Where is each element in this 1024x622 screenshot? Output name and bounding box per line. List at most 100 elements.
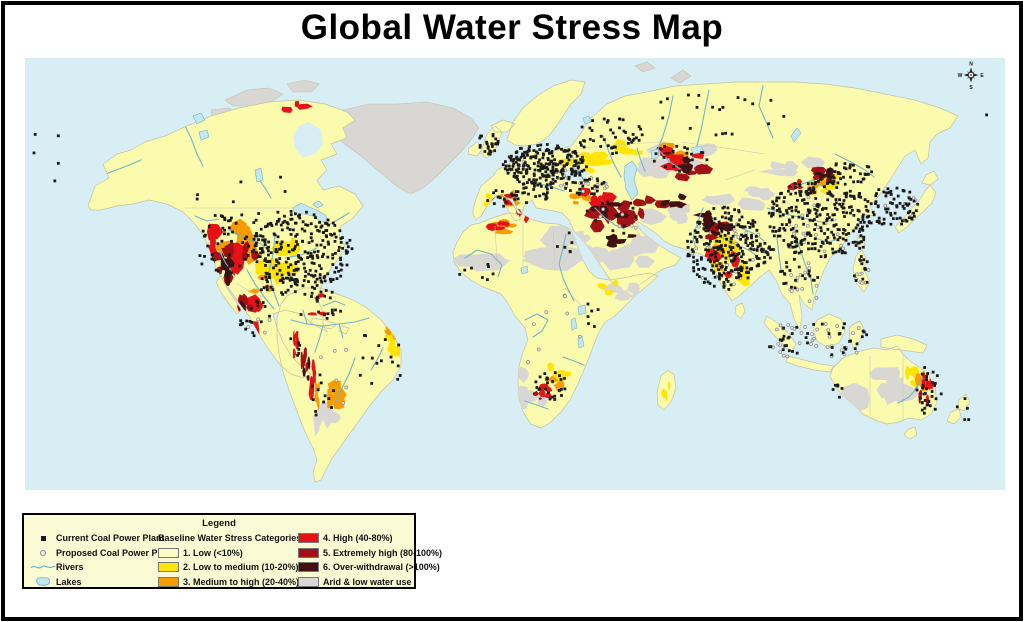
- current-coal-plant-dot: [538, 194, 542, 198]
- current-coal-plant-dot: [778, 207, 781, 211]
- current-coal-plant-dot: [963, 397, 967, 400]
- current-coal-plant-dot: [819, 226, 823, 230]
- current-coal-plant-dot: [688, 254, 691, 257]
- current-coal-plant-dot: [904, 202, 908, 206]
- current-coal-plant-dot: [901, 219, 904, 223]
- current-coal-plant-dot: [532, 188, 536, 191]
- current-coal-plant-dot: [512, 162, 515, 166]
- current-coal-plant-dot: [814, 197, 818, 200]
- current-coal-plant-dot: [708, 254, 712, 257]
- current-coal-plant-dot: [269, 285, 273, 289]
- current-coal-plant-dot: [498, 196, 502, 200]
- proposed-coal-plant-dot: [700, 276, 705, 280]
- current-coal-plant-dot: [817, 180, 820, 183]
- current-coal-plant-dot: [578, 193, 581, 196]
- current-coal-plant-dot: [302, 279, 306, 282]
- stress-patch-cat5: [918, 390, 923, 400]
- current-coal-plant-dot: [695, 231, 699, 234]
- current-coal-plant-dot: [324, 229, 328, 232]
- current-coal-plant-dot: [514, 160, 518, 164]
- current-coal-plant-dot: [871, 210, 875, 214]
- current-coal-plant-dot: [842, 211, 845, 214]
- current-coal-plant-dot: [537, 388, 541, 391]
- current-coal-plant-dot: [606, 200, 610, 204]
- current-coal-plant-dot: [727, 288, 731, 291]
- stress-patch-arid: [703, 195, 720, 203]
- proposed-coal-plant-dot: [795, 275, 800, 280]
- current-coal-plant-dot: [858, 192, 861, 195]
- current-coal-plant-dot: [536, 144, 540, 147]
- current-coal-plant-dot: [806, 341, 809, 345]
- current-coal-plant-dot: [715, 246, 719, 249]
- current-coal-plant-dot: [802, 198, 806, 201]
- current-coal-plant-dot: [832, 176, 836, 180]
- current-coal-plant-dot: [549, 169, 553, 173]
- current-coal-plant-dot: [717, 232, 720, 236]
- current-coal-plant-dot: [595, 189, 599, 193]
- current-coal-plant-dot: [291, 248, 294, 252]
- current-coal-plant-dot: [840, 251, 844, 255]
- current-coal-plant-dot: [896, 194, 900, 198]
- current-coal-plant-dot: [513, 193, 517, 197]
- current-coal-plant-dot: [891, 217, 895, 220]
- current-coal-plant-dot: [833, 224, 836, 228]
- current-coal-plant-dot: [516, 178, 519, 181]
- current-coal-plant-dot: [579, 158, 583, 161]
- current-coal-plant-dot: [308, 268, 312, 272]
- current-coal-plant-dot: [743, 98, 747, 102]
- current-coal-plant-dot: [637, 138, 641, 142]
- current-coal-plant-dot: [709, 260, 712, 263]
- current-coal-plant-dot: [533, 184, 536, 188]
- current-coal-plant-dot: [596, 308, 600, 311]
- legend-item: 5. Extremely high (80-100%): [298, 546, 442, 561]
- current-coal-plant-dot: [505, 168, 509, 172]
- current-coal-plant-dot: [712, 246, 716, 250]
- current-coal-plant-dot: [838, 395, 841, 399]
- current-coal-plant-dot: [304, 223, 308, 227]
- current-coal-plant-dot: [854, 244, 858, 247]
- current-coal-plant-dot: [862, 330, 866, 334]
- stress-patch-cat4: [206, 223, 224, 241]
- current-coal-plant-dot: [230, 216, 233, 220]
- current-coal-plant-dot: [257, 238, 260, 242]
- current-coal-plant-dot: [926, 372, 930, 375]
- current-coal-plant-dot: [865, 260, 869, 264]
- current-coal-plant-dot: [662, 156, 666, 159]
- stress-patch-cat6: [302, 366, 306, 377]
- current-coal-plant-dot: [324, 221, 327, 225]
- current-coal-plant-dot: [551, 168, 555, 172]
- proposed-coal-plant-dot: [814, 296, 819, 300]
- proposed-coal-plant-dot: [839, 243, 843, 248]
- legend-item: 1. Low (<10%): [158, 546, 298, 561]
- current-coal-plant-dot: [834, 206, 837, 210]
- current-coal-plant-dot: [550, 186, 553, 190]
- current-coal-plant-dot: [536, 183, 540, 187]
- current-coal-plant-dot: [693, 229, 697, 233]
- current-coal-plant-dot: [580, 125, 584, 129]
- current-coal-plant-dot: [848, 205, 851, 209]
- proposed-coal-plant-dot: [789, 289, 794, 293]
- current-coal-plant-dot: [329, 280, 333, 283]
- current-coal-plant-dot: [322, 276, 326, 280]
- current-coal-plant-dot: [844, 238, 848, 242]
- current-coal-plant-dot: [921, 386, 924, 390]
- current-coal-plant-dot: [860, 240, 864, 244]
- current-coal-plant-dot: [794, 209, 798, 212]
- current-coal-plant-dot: [550, 171, 554, 175]
- current-coal-plant-dot: [787, 349, 791, 353]
- current-coal-plant-dot: [743, 225, 747, 229]
- current-coal-plant-dot: [569, 189, 572, 192]
- current-coal-plant-dot: [618, 126, 621, 130]
- current-coal-plant-dot: [561, 176, 565, 180]
- current-coal-plant-dot: [711, 264, 715, 268]
- current-coal-plant-dot: [527, 178, 531, 182]
- current-coal-plant-dot: [717, 245, 721, 249]
- current-coal-plant-dot: [260, 288, 263, 292]
- proposed-coal-plant-dot: [807, 266, 812, 270]
- proposed-coal-plant-dot: [319, 355, 323, 360]
- current-coal-plant-dot: [255, 260, 259, 264]
- current-coal-plant-dot: [551, 154, 554, 158]
- current-coal-plant-dot: [794, 250, 798, 254]
- current-coal-plant-dot: [578, 171, 582, 175]
- current-coal-plant-dot: [822, 221, 826, 225]
